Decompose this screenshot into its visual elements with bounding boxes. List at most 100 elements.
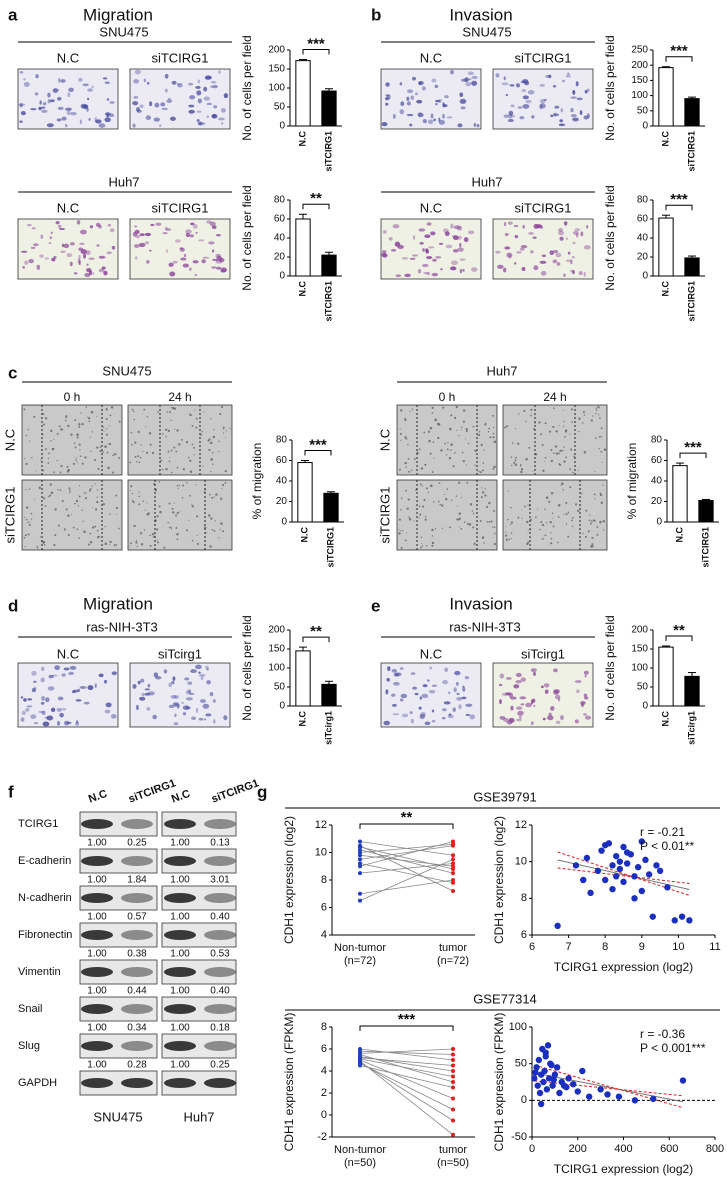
cell bbox=[416, 99, 423, 104]
cell-speck bbox=[65, 415, 68, 417]
scatter-point bbox=[531, 1075, 538, 1082]
cell bbox=[516, 706, 523, 710]
cell-speck bbox=[57, 488, 59, 491]
cell bbox=[400, 101, 405, 107]
y-tick-label: 60 bbox=[637, 214, 649, 225]
cell-speck bbox=[80, 412, 82, 414]
cell-speck bbox=[480, 496, 483, 498]
cell bbox=[30, 714, 37, 719]
cell bbox=[429, 666, 433, 670]
cell-speck bbox=[463, 521, 466, 524]
x-tick-label: N.C bbox=[660, 131, 670, 147]
scatter-point bbox=[645, 871, 653, 878]
cell-speck bbox=[56, 432, 59, 435]
cell bbox=[78, 254, 81, 260]
cell-speck bbox=[71, 514, 73, 516]
cell bbox=[87, 97, 90, 101]
bar bbox=[295, 650, 311, 707]
annotation: r = -0.21 bbox=[640, 825, 685, 839]
cell bbox=[163, 669, 168, 674]
cell bbox=[456, 692, 460, 696]
cell bbox=[583, 693, 588, 698]
cell bbox=[576, 689, 580, 694]
quantification: 0.25 bbox=[210, 1060, 230, 1071]
cell bbox=[104, 117, 111, 123]
cell-speck bbox=[437, 436, 440, 440]
cell-speck bbox=[398, 532, 401, 535]
panel-letter: f bbox=[8, 782, 14, 801]
cell-speck bbox=[108, 425, 110, 427]
scatter-point bbox=[533, 1064, 540, 1071]
pair-line bbox=[359, 1065, 454, 1088]
cell bbox=[584, 696, 589, 700]
y-tick-label: 200 bbox=[268, 625, 285, 636]
cell bbox=[503, 76, 506, 81]
cell bbox=[161, 107, 168, 111]
cell bbox=[471, 75, 478, 80]
cell-speck bbox=[224, 470, 227, 473]
cell-speck bbox=[465, 428, 468, 431]
cell bbox=[144, 692, 151, 696]
cell bbox=[196, 110, 202, 113]
pair-line bbox=[359, 1060, 454, 1136]
cell-speck bbox=[48, 452, 50, 455]
significance-bracket bbox=[665, 56, 693, 62]
cell-speck bbox=[221, 488, 223, 490]
cell bbox=[149, 249, 152, 252]
x-tick-label: N.C bbox=[660, 711, 670, 727]
x-tick-label: siTCIRG1 bbox=[686, 281, 696, 322]
scatter-point bbox=[569, 1081, 577, 1088]
cell-speck bbox=[441, 527, 444, 529]
tumor-point bbox=[451, 861, 455, 866]
cell bbox=[413, 235, 416, 240]
cell bbox=[586, 88, 590, 92]
panel-title: Migration bbox=[83, 594, 153, 613]
cell bbox=[447, 714, 454, 719]
cell bbox=[41, 109, 48, 113]
cell-speck bbox=[142, 450, 144, 453]
cell bbox=[422, 684, 428, 688]
cell bbox=[560, 714, 564, 721]
cell-speck bbox=[36, 545, 38, 548]
cell-speck bbox=[74, 419, 77, 422]
cell-speck bbox=[575, 503, 578, 506]
cell bbox=[68, 671, 74, 676]
cell-speck bbox=[110, 406, 114, 409]
cell-speck bbox=[205, 532, 207, 534]
y-tick-label: 8 bbox=[321, 874, 327, 886]
cell bbox=[546, 715, 554, 721]
cell-speck bbox=[481, 536, 485, 539]
cell bbox=[218, 117, 225, 121]
cell bbox=[111, 245, 116, 250]
cell bbox=[521, 267, 526, 271]
cell bbox=[188, 82, 194, 86]
cell bbox=[21, 710, 26, 716]
cell-speck bbox=[562, 409, 564, 411]
cell-speck bbox=[59, 489, 62, 492]
cell bbox=[538, 225, 544, 229]
cell bbox=[188, 109, 195, 114]
quantification: 3.01 bbox=[210, 875, 230, 886]
cell-speck bbox=[481, 491, 485, 494]
cell bbox=[155, 222, 162, 226]
cell bbox=[109, 228, 115, 233]
cell-speck bbox=[514, 463, 518, 466]
image-label: N.C bbox=[420, 646, 442, 661]
cell bbox=[395, 274, 402, 278]
cell-speck bbox=[81, 422, 84, 426]
cell bbox=[96, 244, 100, 247]
cell bbox=[168, 682, 172, 688]
x-tick-label: (n=50) bbox=[437, 1157, 469, 1169]
cell-speck bbox=[223, 428, 225, 430]
cell-speck bbox=[543, 461, 545, 463]
cell-speck bbox=[484, 494, 487, 497]
band bbox=[204, 1041, 236, 1051]
cell-speck bbox=[563, 420, 565, 423]
band bbox=[81, 967, 113, 977]
cell bbox=[70, 111, 77, 116]
cell-speck bbox=[186, 529, 189, 532]
cell-speck bbox=[421, 542, 423, 544]
cell bbox=[521, 89, 527, 93]
band bbox=[81, 1041, 113, 1051]
cell bbox=[442, 228, 449, 233]
